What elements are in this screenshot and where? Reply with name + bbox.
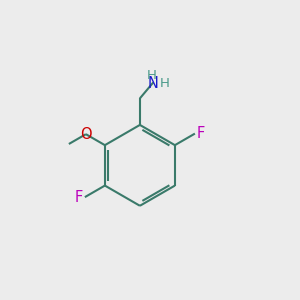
Text: H: H	[146, 70, 156, 83]
Text: N: N	[148, 76, 159, 91]
Text: F: F	[197, 126, 205, 141]
Text: F: F	[75, 190, 83, 205]
Text: O: O	[80, 127, 92, 142]
Text: H: H	[160, 77, 170, 90]
